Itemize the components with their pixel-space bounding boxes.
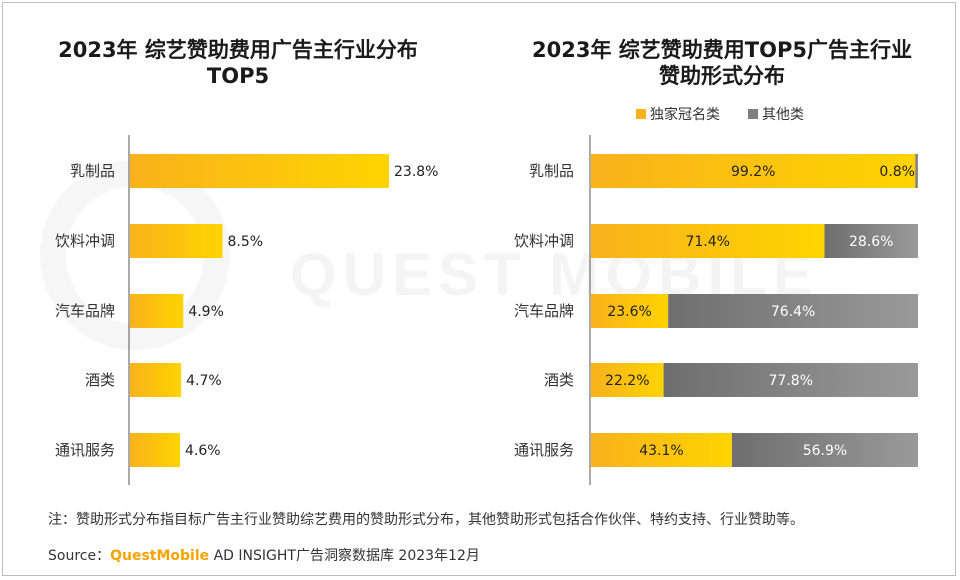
left-bar [130,294,184,328]
right-category-label: 乳制品 [529,162,574,180]
right-chart-title-line: 2023年 综艺赞助费用TOP5广告主行业 [532,38,912,62]
source-rest: AD INSIGHT广告洞察数据库 2023年12月 [209,548,480,564]
legend-swatch [636,109,646,119]
right-bar-segment-exclusive [591,363,664,397]
left-category-label: 饮料冲调 [55,232,115,250]
left-bar [130,433,181,467]
left-bar-value-label: 4.7% [186,373,222,389]
left-bar [130,363,182,397]
left-chart-title-line: 2023年 综艺赞助费用广告主行业分布 [58,38,418,62]
right-bar-value-label: 99.2% [731,164,775,180]
left-bar [130,224,223,258]
right-bar-value-label: 22.2% [605,373,649,389]
right-bar-segment-other [915,154,918,188]
left-category-label: 汽车品牌 [55,302,115,320]
right-bar-value-label: 76.4% [771,304,815,320]
right-chart-title-line: 赞助形式分布 [658,64,785,88]
right-bar-value-label: 77.8% [769,373,813,389]
right-bar-value-label: 23.6% [607,304,651,320]
legend-swatch [748,109,758,119]
left-bar-value-label: 4.6% [185,443,221,459]
right-category-label: 通讯服务 [514,441,574,459]
right-bar-value-label: 0.8% [879,164,915,180]
left-category-label: 乳制品 [70,162,115,180]
right-bar-segment-other [663,363,918,397]
footnote: 注：赞助形式分布指目标广告主行业赞助综艺费用的赞助形式分布，其他赞助形式包括合作… [48,512,804,528]
left-chart-title-line: TOP5 [207,64,269,88]
left-bar [130,154,389,188]
legend-label: 其他类 [762,107,804,123]
source-brand: QuestMobile [110,548,210,564]
right-bar-segment-other [731,433,918,467]
left-category-label: 通讯服务 [55,441,115,459]
right-bar-segment-other [824,224,918,258]
right-bar-value-label: 43.1% [639,443,683,459]
left-bar-value-label: 8.5% [228,234,264,250]
right-category-label: 汽车品牌 [514,302,574,320]
source-prefix: Source： [48,548,111,564]
right-bar-segment-exclusive [591,154,916,188]
right-bar-segment-exclusive [591,294,669,328]
left-category-label: 酒类 [85,371,115,389]
left-bar-value-label: 4.9% [188,304,224,320]
right-bar-value-label: 56.9% [803,443,847,459]
legend-label: 独家冠名类 [650,106,720,123]
right-bar-segment-other [668,294,918,328]
left-bar-value-label: 23.8% [394,164,438,180]
right-bar-value-label: 71.4% [685,234,729,250]
right-category-label: 饮料冲调 [514,232,574,250]
right-bar-segment-exclusive [591,224,825,258]
right-category-label: 酒类 [544,371,574,389]
source-line: Source：QuestMobile AD INSIGHT广告洞察数据库 202… [48,545,480,565]
right-bar-segment-exclusive [591,433,732,467]
right-bar-value-label: 28.6% [849,234,893,250]
